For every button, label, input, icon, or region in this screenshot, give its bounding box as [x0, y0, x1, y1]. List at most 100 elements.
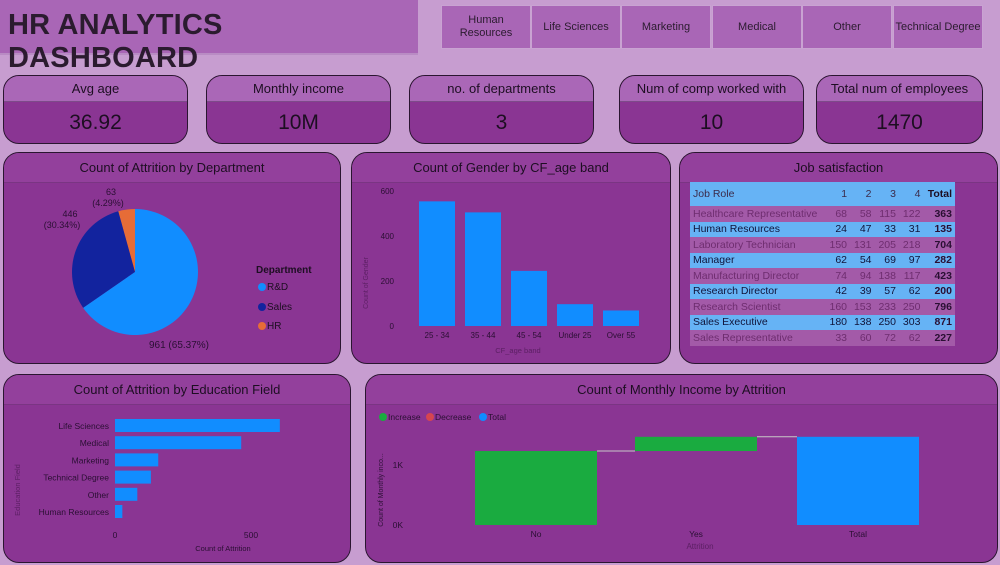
chart-title: Count of Attrition by Education Field [4, 375, 350, 405]
x-tick-label: 500 [244, 530, 258, 540]
waterfall-bar-total [797, 436, 919, 525]
value-cell: 138 [874, 268, 899, 284]
table-row: Sales Executive 180 138 250 303 871 [690, 314, 955, 330]
bar-human-resources [115, 505, 123, 518]
x-tick-label: Under 25 [559, 331, 592, 340]
value-cell: 33 [874, 221, 899, 237]
value-cell: 303 [898, 314, 924, 330]
kpi-value: 3 [495, 111, 508, 134]
column-chart: Count of Gender CF_age band 0 200 400 600 25… [363, 187, 639, 355]
legend-label-hr[interactable]: HR [267, 321, 281, 332]
kpi-avg-age: Avg age 36.92 [3, 75, 188, 144]
value-cell: 250 [898, 299, 924, 315]
value-cell: 47 [850, 221, 875, 237]
data-label-sales: 446 [62, 209, 77, 219]
column-header[interactable]: 2 [850, 182, 875, 206]
value-cell: 39 [850, 283, 875, 299]
bar-under-25 [557, 304, 593, 326]
table-row: Sales Representative 33 60 72 62 227 [690, 330, 955, 346]
column-header[interactable]: 4 [898, 182, 924, 206]
attrition-by-education-panel: Count of Attrition by Education Field Ed… [3, 374, 351, 563]
legend-label-rd[interactable]: R&D [267, 282, 288, 293]
kpi-label: Monthly income [207, 76, 390, 102]
y-tick-label: Medical [80, 438, 109, 448]
gender-by-age-band-panel: Count of Gender by CF_age band Count of … [351, 152, 671, 364]
legend-label-total[interactable]: Total [488, 412, 506, 422]
bar-technical-degree [115, 470, 151, 484]
value-cell: 74 [825, 268, 851, 284]
value-cell: 153 [850, 299, 875, 315]
legend-title: Department [256, 265, 312, 276]
table-header-row: Job Role 1 2 3 4 Total [690, 182, 955, 206]
slicer-other[interactable]: Other [802, 5, 892, 49]
legend-marker-rd [258, 283, 266, 291]
value-cell: 33 [825, 330, 851, 346]
kpi-departments: no. of departments 3 [409, 75, 594, 144]
data-label-rd: 961 (65.37%) [149, 340, 209, 351]
chart-title: Job satisfaction [680, 153, 997, 183]
x-axis-title: CF_age band [495, 346, 540, 355]
value-cell: 62 [898, 283, 924, 299]
y-tick-label: 1K [393, 460, 404, 470]
value-cell: 796 [923, 299, 955, 315]
title-banner: HR ANALYTICS DASHBOARD [0, 0, 418, 74]
y-tick-label: Marketing [72, 455, 110, 465]
slicer-life-sciences[interactable]: Life Sciences [531, 5, 621, 49]
slicer-human-resources[interactable]: Human Resources [441, 5, 531, 49]
job-role-cell: Research Director [690, 283, 826, 299]
value-cell: 135 [923, 221, 955, 237]
job-satisfaction-panel: Job satisfaction Job Role 1 2 3 4 Total Healt… [679, 152, 998, 364]
x-tick-label: Total [849, 529, 867, 539]
value-cell: 871 [923, 314, 955, 330]
value-cell: 117 [898, 268, 924, 284]
bar-medical [115, 436, 242, 450]
attrition-by-department-panel: Count of Attrition by Department 63 (4.2… [3, 152, 341, 364]
legend-label-increase[interactable]: Increase [388, 412, 421, 422]
kpi-monthly-income: Monthly income 10M [206, 75, 391, 144]
x-axis-title: Attrition [686, 542, 713, 551]
job-role-cell: Research Scientist [690, 299, 826, 315]
table-row: Manager 62 54 69 97 282 [690, 252, 955, 268]
kpi-value: 10 [699, 111, 724, 134]
value-cell: 57 [874, 283, 899, 299]
job-role-cell: Manager [690, 252, 826, 268]
value-cell: 200 [923, 283, 955, 299]
x-tick-label: No [531, 529, 542, 539]
value-cell: 150 [825, 237, 851, 253]
y-axis-title: Count of Monthly inco... [378, 453, 385, 527]
column-header[interactable]: Job Role [690, 182, 826, 206]
job-role-cell: Laboratory Technician [690, 237, 826, 253]
table-row: Laboratory Technician 150 131 205 218 704 [690, 237, 955, 253]
pie-chart: 63 (4.29%) 446 (30.34%) 961 (65.37%) Dep… [44, 187, 313, 351]
waterfall-chart: Increase Decrease Total Count of Monthly… [378, 412, 919, 551]
value-cell: 72 [874, 330, 899, 346]
y-tick-label: 400 [381, 232, 395, 241]
legend-label-sales[interactable]: Sales [267, 302, 292, 313]
x-tick-label: 45 - 54 [517, 331, 542, 340]
x-tick-label: 0 [113, 530, 118, 540]
value-cell: 31 [898, 221, 924, 237]
slicer-technical-degree[interactable]: Technical Degree [893, 5, 983, 49]
slicer-medical[interactable]: Medical [712, 5, 802, 49]
value-cell: 131 [850, 237, 875, 253]
bar-35-44 [465, 212, 501, 326]
slicer-marketing[interactable]: Marketing [621, 5, 711, 49]
chart-title: Count of Attrition by Department [4, 153, 340, 183]
legend-label-decrease[interactable]: Decrease [435, 412, 472, 422]
table-row: Manufacturing Director 74 94 138 117 423 [690, 268, 955, 284]
bar-25-34 [419, 201, 455, 326]
column-header[interactable]: 1 [825, 182, 851, 206]
bar-other [115, 487, 138, 501]
y-tick-label: 0K [393, 520, 404, 530]
value-cell: 62 [825, 252, 851, 268]
x-tick-label: 25 - 34 [425, 331, 450, 340]
value-cell: 218 [898, 237, 924, 253]
value-cell: 58 [850, 206, 875, 222]
column-header[interactable]: Total [923, 182, 955, 206]
value-cell: 704 [923, 237, 955, 253]
y-tick-label: Human Resources [39, 507, 109, 517]
table-row: Human Resources 24 47 33 31 135 [690, 221, 955, 237]
y-tick-label: Other [88, 490, 109, 500]
column-header[interactable]: 3 [874, 182, 899, 206]
chart-title: Count of Gender by CF_age band [352, 153, 670, 183]
